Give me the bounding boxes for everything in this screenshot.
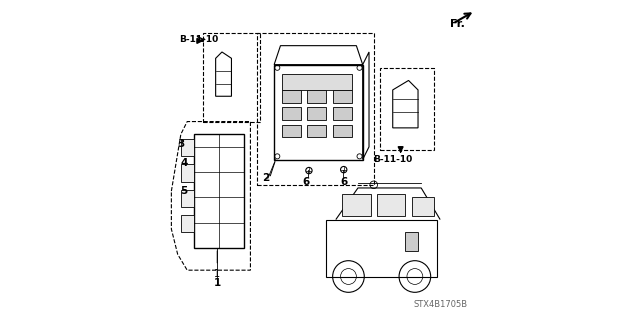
Bar	[282, 125, 301, 137]
Text: B-11-10: B-11-10	[373, 155, 412, 164]
Text: 4: 4	[180, 158, 188, 168]
Bar	[333, 90, 351, 103]
Bar	[307, 125, 326, 137]
Bar	[333, 107, 351, 120]
Text: 1: 1	[214, 278, 221, 288]
Bar	[405, 232, 418, 251]
Bar	[307, 107, 326, 120]
Bar	[412, 197, 434, 216]
Text: Fr.: Fr.	[450, 19, 465, 28]
Text: 1: 1	[214, 251, 220, 278]
Bar	[282, 90, 301, 103]
Bar	[181, 164, 193, 182]
Bar	[181, 189, 193, 207]
Bar	[282, 74, 351, 90]
Bar	[333, 125, 351, 137]
Bar	[377, 194, 405, 216]
Text: 3: 3	[177, 139, 184, 149]
Bar	[282, 107, 301, 120]
Text: 2: 2	[262, 174, 270, 183]
Text: STX4B1705B: STX4B1705B	[413, 300, 467, 309]
Bar	[181, 215, 193, 232]
Bar	[181, 139, 193, 156]
Bar	[307, 90, 326, 103]
Bar	[326, 219, 437, 277]
Text: 5: 5	[180, 186, 188, 196]
Bar	[342, 194, 371, 216]
Text: 6: 6	[302, 177, 309, 187]
Text: 6: 6	[340, 177, 348, 187]
Text: B-11-10: B-11-10	[179, 35, 218, 44]
